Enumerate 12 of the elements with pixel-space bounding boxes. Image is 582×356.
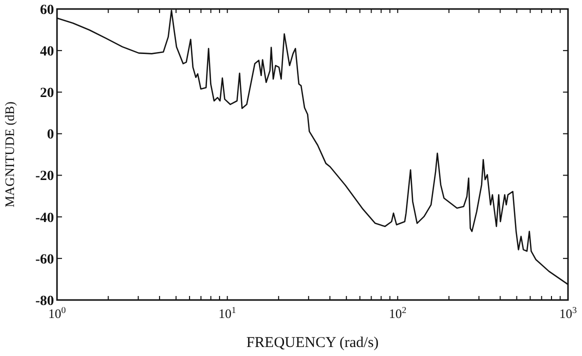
- y-tick-label: 60: [40, 2, 54, 18]
- y-tick-label: -40: [35, 210, 54, 226]
- y-axis-title: MAGNITUDE (dB): [2, 102, 17, 208]
- x-tick-label: 10$^{2}$: [388, 305, 407, 321]
- y-tick-label: 0: [47, 128, 54, 143]
- y-tick-label: 20: [40, 86, 54, 102]
- x-tick-label: 10$^{3}$: [559, 305, 578, 321]
- x-axis-title: FREQUENCY (rad/s): [246, 335, 379, 351]
- y-tick-label: -20: [35, 169, 54, 184]
- y-tick-label: -60: [35, 252, 54, 268]
- x-tick-label: 10$^{1}$: [218, 305, 236, 321]
- y-tick-label: 40: [40, 44, 54, 60]
